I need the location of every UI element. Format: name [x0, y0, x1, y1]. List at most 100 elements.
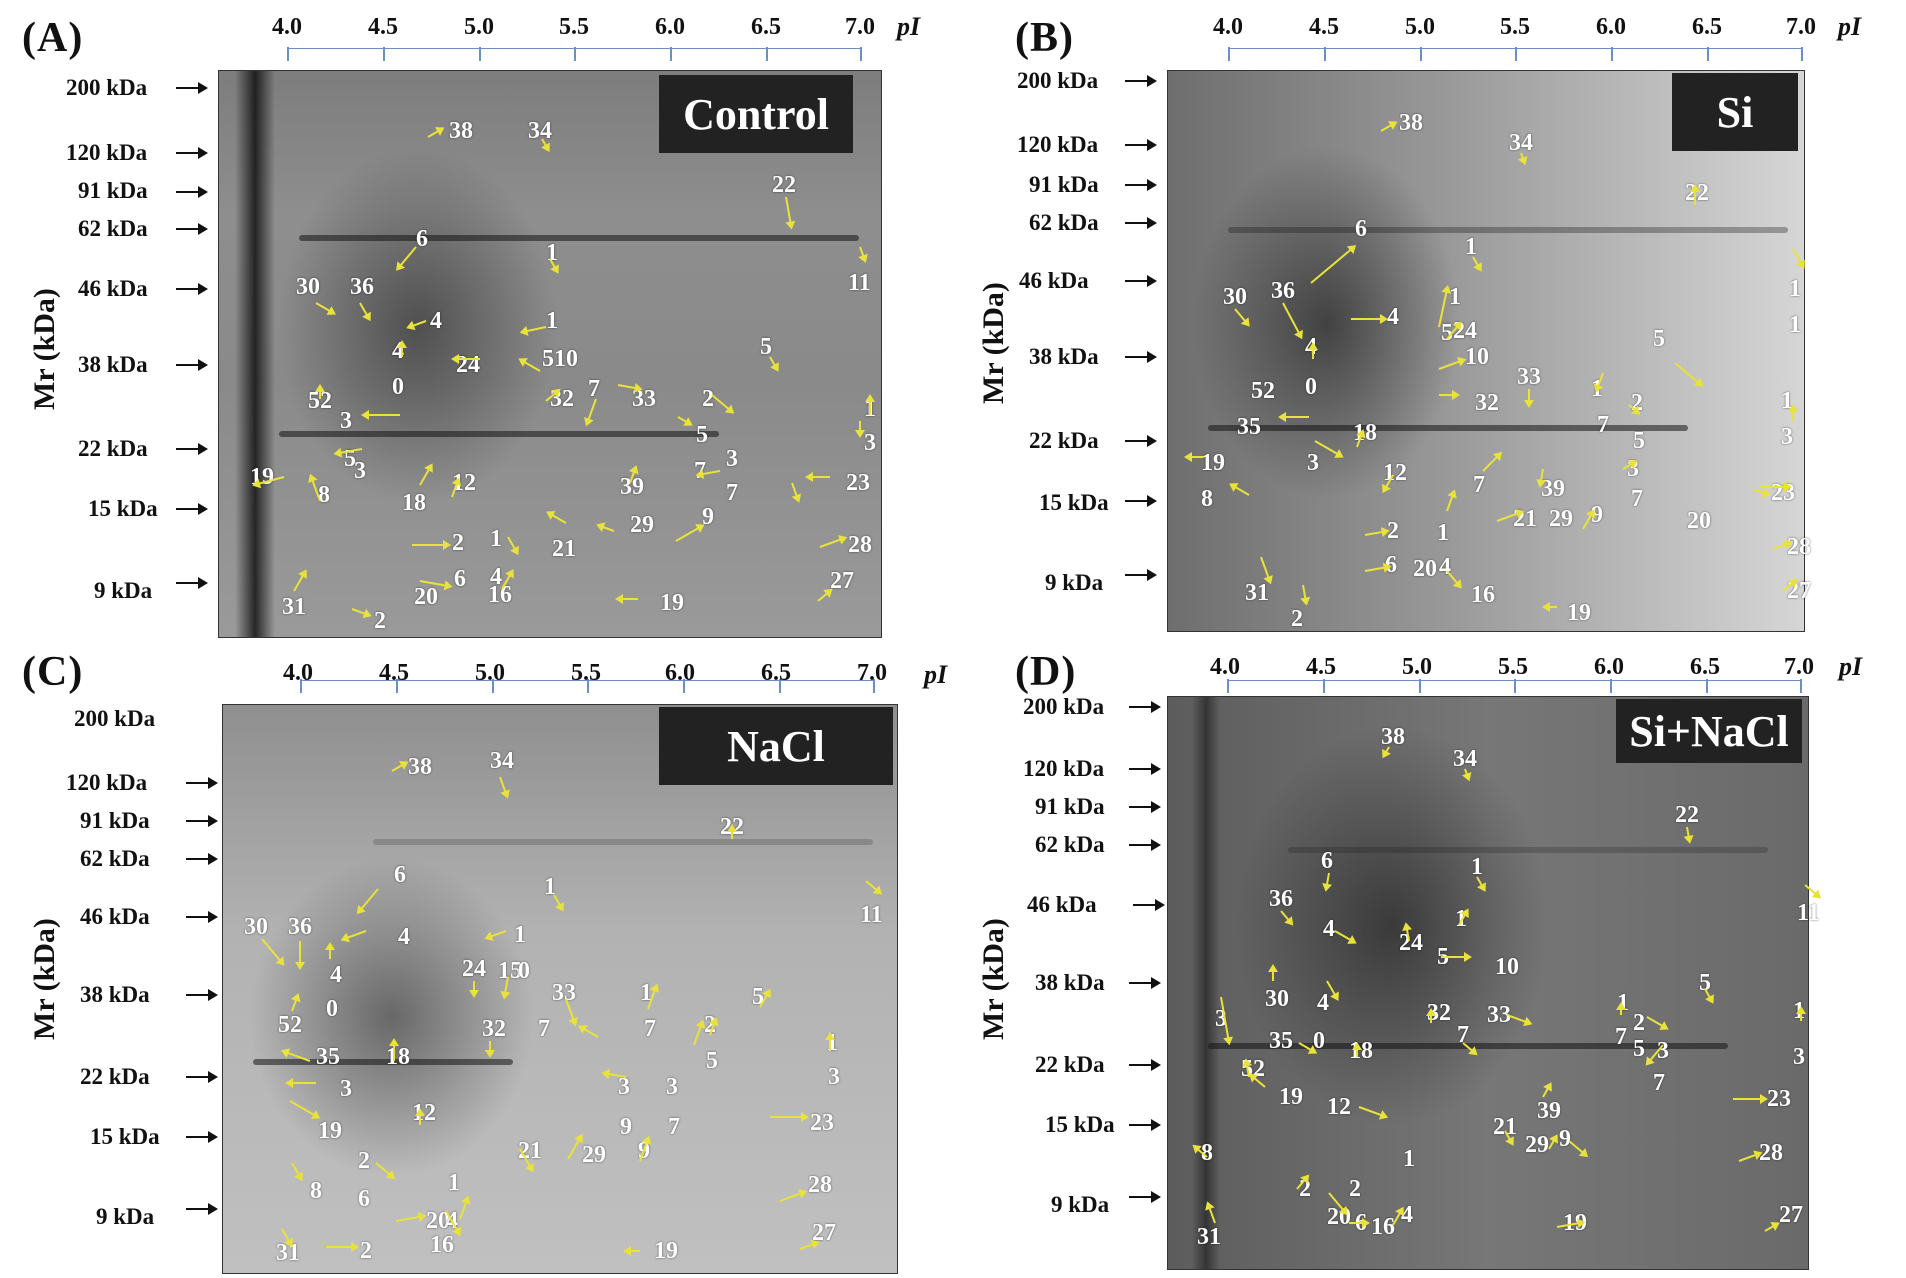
mw-label: 46 kDa: [1027, 892, 1097, 917]
spot-label: 24: [1399, 930, 1423, 956]
ph-tick-label: 7.0: [857, 660, 887, 686]
y-axis-title: Mr (kDa): [28, 288, 61, 410]
mw-label: 62 kDa: [1029, 210, 1099, 235]
spot-label: 2: [1633, 1010, 1645, 1036]
spot-label: 7: [1457, 1022, 1469, 1048]
ph-tick-label: 5.5: [1500, 14, 1530, 40]
spot-label: 7: [1615, 1024, 1627, 1050]
spot-label: 3: [1793, 1044, 1805, 1070]
spot-label: 11: [1797, 900, 1820, 926]
panel-b: (B) 4.0 4.5 5.0 5.5 6.0 6.5 7.0 pI Mr (k…: [953, 0, 1906, 640]
mw-label: 46 kDa: [80, 904, 150, 929]
spot-label: 3: [1781, 424, 1793, 450]
spot-label: 4: [430, 308, 442, 334]
spot-label: 1: [1471, 854, 1483, 880]
spot-label: 27: [1779, 1202, 1803, 1228]
spot-label: 7: [1473, 472, 1485, 498]
spot-label: 24: [456, 352, 480, 378]
spot-label: 3: [828, 1064, 840, 1090]
panel-letter: (C): [22, 649, 84, 695]
gel-image: NaCl: [222, 704, 898, 1274]
spot-label: 16: [430, 1232, 454, 1258]
spot-label: 31: [1197, 1224, 1221, 1250]
mw-label: 120 kDa: [1023, 756, 1105, 781]
spot-label: 9: [1559, 1126, 1571, 1152]
spot-label: 28: [848, 532, 872, 558]
mw-label: 62 kDa: [80, 846, 150, 871]
panel-a: (A) 4.0 4.5 5.0 5.5 6.0 6.5 7.0 pI Mr (k…: [0, 0, 953, 640]
ph-tick-label: 6.0: [665, 660, 695, 686]
spot-label: 7: [1631, 486, 1643, 512]
spot-label: 3: [1657, 1038, 1669, 1064]
mw-label: 91 kDa: [80, 808, 150, 833]
spot-label: 1: [1403, 1146, 1415, 1172]
mw-label: 62 kDa: [1035, 832, 1105, 857]
spot-label: 4: [398, 924, 410, 950]
spot-label: 5: [510, 958, 522, 984]
ph-tick-label: 7.0: [1784, 654, 1814, 680]
spot-label: 1: [1789, 312, 1801, 338]
spot-label: 6: [394, 862, 406, 888]
spot-label: 36: [1271, 278, 1295, 304]
mw-label: 120 kDa: [1017, 132, 1099, 157]
spot-label: 23: [1767, 1086, 1791, 1112]
spot-label: 5: [1441, 320, 1453, 346]
spot-label: 20: [1687, 508, 1711, 534]
panel-letter: (B): [1015, 15, 1074, 61]
spot-label: 1: [640, 980, 652, 1006]
spot-label: 30: [296, 274, 320, 300]
ph-tick-label: 4.0: [1213, 14, 1243, 40]
spot-label: 1: [1437, 520, 1449, 546]
ph-tick-label: 6.0: [1594, 654, 1624, 680]
ph-tick-label: 5.0: [1402, 654, 1432, 680]
ph-tick-label: 6.5: [761, 660, 791, 686]
mw-label: 38 kDa: [78, 352, 148, 377]
spot-label: 1: [1465, 234, 1477, 260]
pi-label: pI: [924, 660, 948, 689]
ph-tick-label: 6.0: [1596, 14, 1626, 40]
panel-letter: (D): [1015, 649, 1077, 695]
ph-axis: [300, 679, 875, 695]
spot-label: 29: [1549, 506, 1573, 532]
spot-label: 4: [490, 564, 502, 590]
mw-label: 38 kDa: [80, 982, 150, 1007]
spot-label: 12: [1327, 1094, 1351, 1120]
spot-label: 10: [1495, 954, 1519, 980]
mw-label: 38 kDa: [1035, 970, 1105, 995]
panel-c: (C) 4.0 4.5 5.0 5.5 6.0 6.5 7.0 pI Mr (k…: [0, 640, 953, 1278]
spot-label: 1: [448, 1170, 460, 1196]
spot-label: 52: [278, 1012, 302, 1038]
mw-label: 46 kDa: [1019, 268, 1089, 293]
spot-label: 7: [538, 1016, 550, 1042]
mw-label: 200 kDa: [74, 706, 156, 731]
spot-label: 4: [330, 962, 342, 988]
mw-label: 91 kDa: [78, 178, 148, 203]
spot-label: 38: [449, 118, 473, 144]
spot-label: 34: [490, 748, 514, 774]
spot-label: 22: [772, 172, 796, 198]
spot-label: 32: [1475, 390, 1499, 416]
ph-tick-label: 6.5: [1692, 14, 1722, 40]
condition-label: Si: [1672, 73, 1798, 151]
spot-label: 5: [1633, 1036, 1645, 1062]
mw-label: 22 kDa: [1035, 1052, 1105, 1077]
ph-tick-label: 5.5: [1498, 654, 1528, 680]
y-axis-title: Mr (kDa): [977, 918, 1010, 1040]
pi-label: pI: [1839, 652, 1863, 681]
mw-label: 91 kDa: [1035, 794, 1105, 819]
spot-label: 7: [668, 1114, 680, 1140]
spot-label: 8: [1201, 1140, 1213, 1166]
mw-label: 15 kDa: [1045, 1112, 1115, 1137]
ph-tick-label: 6.5: [751, 14, 781, 40]
mw-label: 15 kDa: [1039, 490, 1109, 515]
mw-label: 200 kDa: [1017, 68, 1099, 93]
spot-label: 5: [760, 334, 772, 360]
spot-label: 29: [630, 512, 654, 538]
spot-label: 5: [706, 1048, 718, 1074]
panel-letter: (A): [22, 15, 84, 61]
spot-label: 2: [702, 386, 714, 412]
spot-label: 32: [482, 1016, 506, 1042]
spot-label: 28: [808, 1172, 832, 1198]
ph-axis: [1227, 679, 1802, 695]
spot-label: 1: [544, 874, 556, 900]
